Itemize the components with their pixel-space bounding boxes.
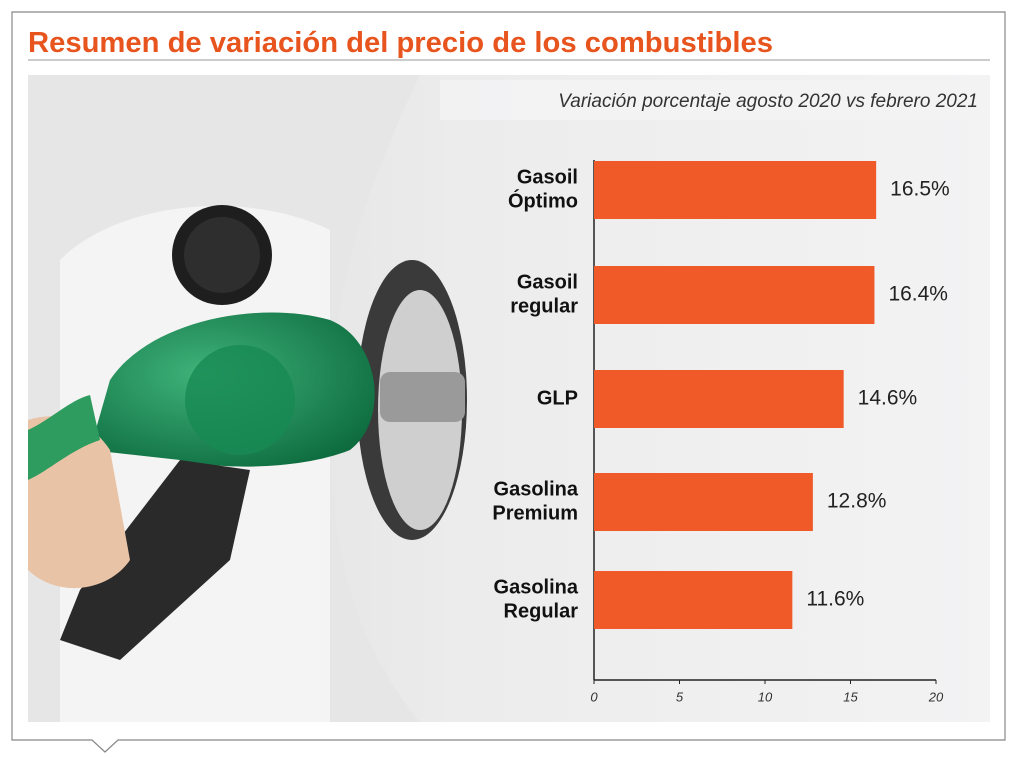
category-label: Óptimo [508, 188, 578, 212]
bar [594, 571, 793, 629]
value-label: 16.4% [888, 283, 948, 306]
bar [594, 266, 875, 324]
x-tick-label: 15 [843, 689, 858, 704]
value-label: 16.5% [890, 178, 950, 201]
category-label: Regular [504, 600, 579, 622]
bar [594, 161, 877, 219]
bar [594, 473, 813, 531]
category-label: Gasolina [494, 478, 579, 500]
category-label: Premium [492, 502, 578, 524]
category-label: regular [510, 295, 578, 317]
category-label: Gasoil [517, 166, 578, 188]
x-tick-label: 5 [676, 689, 684, 704]
chart-subtitle: Variación porcentaje agosto 2020 vs febr… [558, 91, 978, 112]
value-label: 14.6% [858, 387, 918, 410]
x-tick-label: 20 [928, 689, 944, 704]
x-tick-label: 10 [758, 689, 773, 704]
value-label: 11.6% [806, 588, 864, 611]
category-label: Gasolina [494, 576, 579, 598]
photo [28, 75, 467, 722]
subtitle-backdrop [440, 80, 985, 120]
bar [594, 370, 844, 428]
plot-area: 0 5 10 15 2016.5%GasoilÓptimo16.4%Gasoilregu… [492, 160, 950, 704]
chart-title: Resumen de variación del precio de los c… [28, 27, 773, 59]
category-label: GLP [537, 387, 578, 409]
value-label: 12.8% [827, 490, 887, 513]
x-tick-label: 0 [590, 689, 598, 704]
category-label: Gasoil [517, 271, 578, 293]
